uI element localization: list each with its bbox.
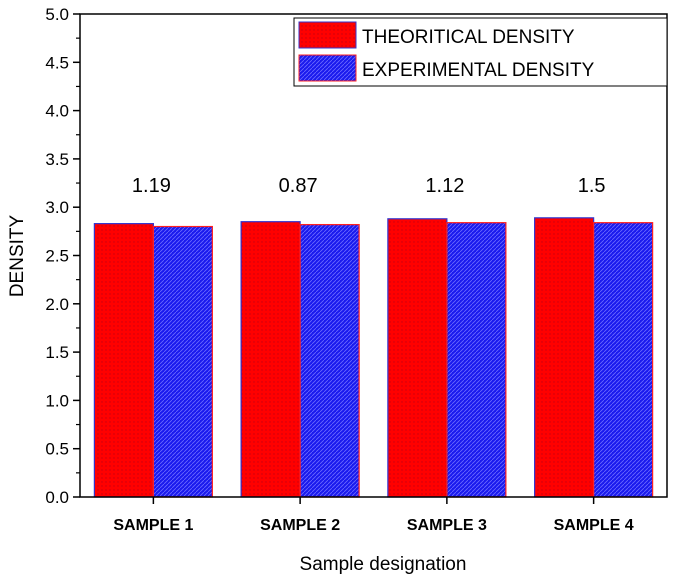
annotations-layer: 1.19 0.87 1.12 1.5 [132, 175, 606, 197]
legend-label-experimental: EXPERIMENTAL DENSITY [362, 60, 595, 81]
y-tick-label: 0.0 [45, 488, 69, 507]
y-tick-label: 5.0 [45, 5, 69, 24]
x-tick-label: SAMPLE 4 [554, 517, 634, 534]
annotation-label: 1.5 [578, 175, 606, 197]
y-tick-label: 3.5 [45, 150, 69, 169]
y-tick-label: 1.5 [45, 343, 69, 362]
x-axis: SAMPLE 1 SAMPLE 2 SAMPLE 3 SAMPLE 4 [113, 497, 634, 534]
bar-experimental-2 [299, 223, 360, 498]
annotation-label: 0.87 [279, 175, 318, 197]
y-tick-label: 2.0 [45, 295, 69, 314]
bar-experimental-4 [593, 222, 654, 498]
legend: THEORITICAL DENSITY EXPERIMENTAL DENSITY [293, 17, 668, 87]
annotation-label: 1.19 [132, 175, 171, 197]
annotation-label: 1.12 [425, 175, 464, 197]
bar-theoritical-3 [387, 218, 448, 498]
bar-experimental-3 [446, 222, 507, 498]
x-tick-label: SAMPLE 1 [113, 517, 193, 534]
legend-label-theoritical: THEORITICAL DENSITY [362, 27, 575, 48]
y-tick-label: 0.5 [45, 440, 69, 459]
y-tick-label: 4.0 [45, 102, 69, 121]
legend-swatch-experimental [298, 54, 357, 82]
x-tick-label: SAMPLE 2 [260, 517, 340, 534]
bars-layer [93, 217, 654, 498]
y-tick-label: 3.0 [45, 198, 69, 217]
x-axis-title: Sample designation [300, 554, 467, 575]
bar-experimental-1 [152, 225, 213, 498]
legend-swatch-theoritical [298, 21, 357, 49]
bar-theoritical-1 [93, 223, 154, 498]
x-tick-label: SAMPLE 3 [407, 517, 487, 534]
y-axis-title: DENSITY [7, 215, 28, 298]
y-tick-label: 4.5 [45, 53, 69, 72]
y-tick-label: 2.5 [45, 247, 69, 266]
bar-theoritical-4 [534, 217, 595, 498]
bar-theoritical-2 [240, 221, 301, 498]
y-tick-label: 1.0 [45, 391, 69, 410]
y-axis: 0.0 0.5 1.0 1.5 2.0 2.5 3.0 3.5 4.0 4.5 5.0 [45, 5, 80, 507]
